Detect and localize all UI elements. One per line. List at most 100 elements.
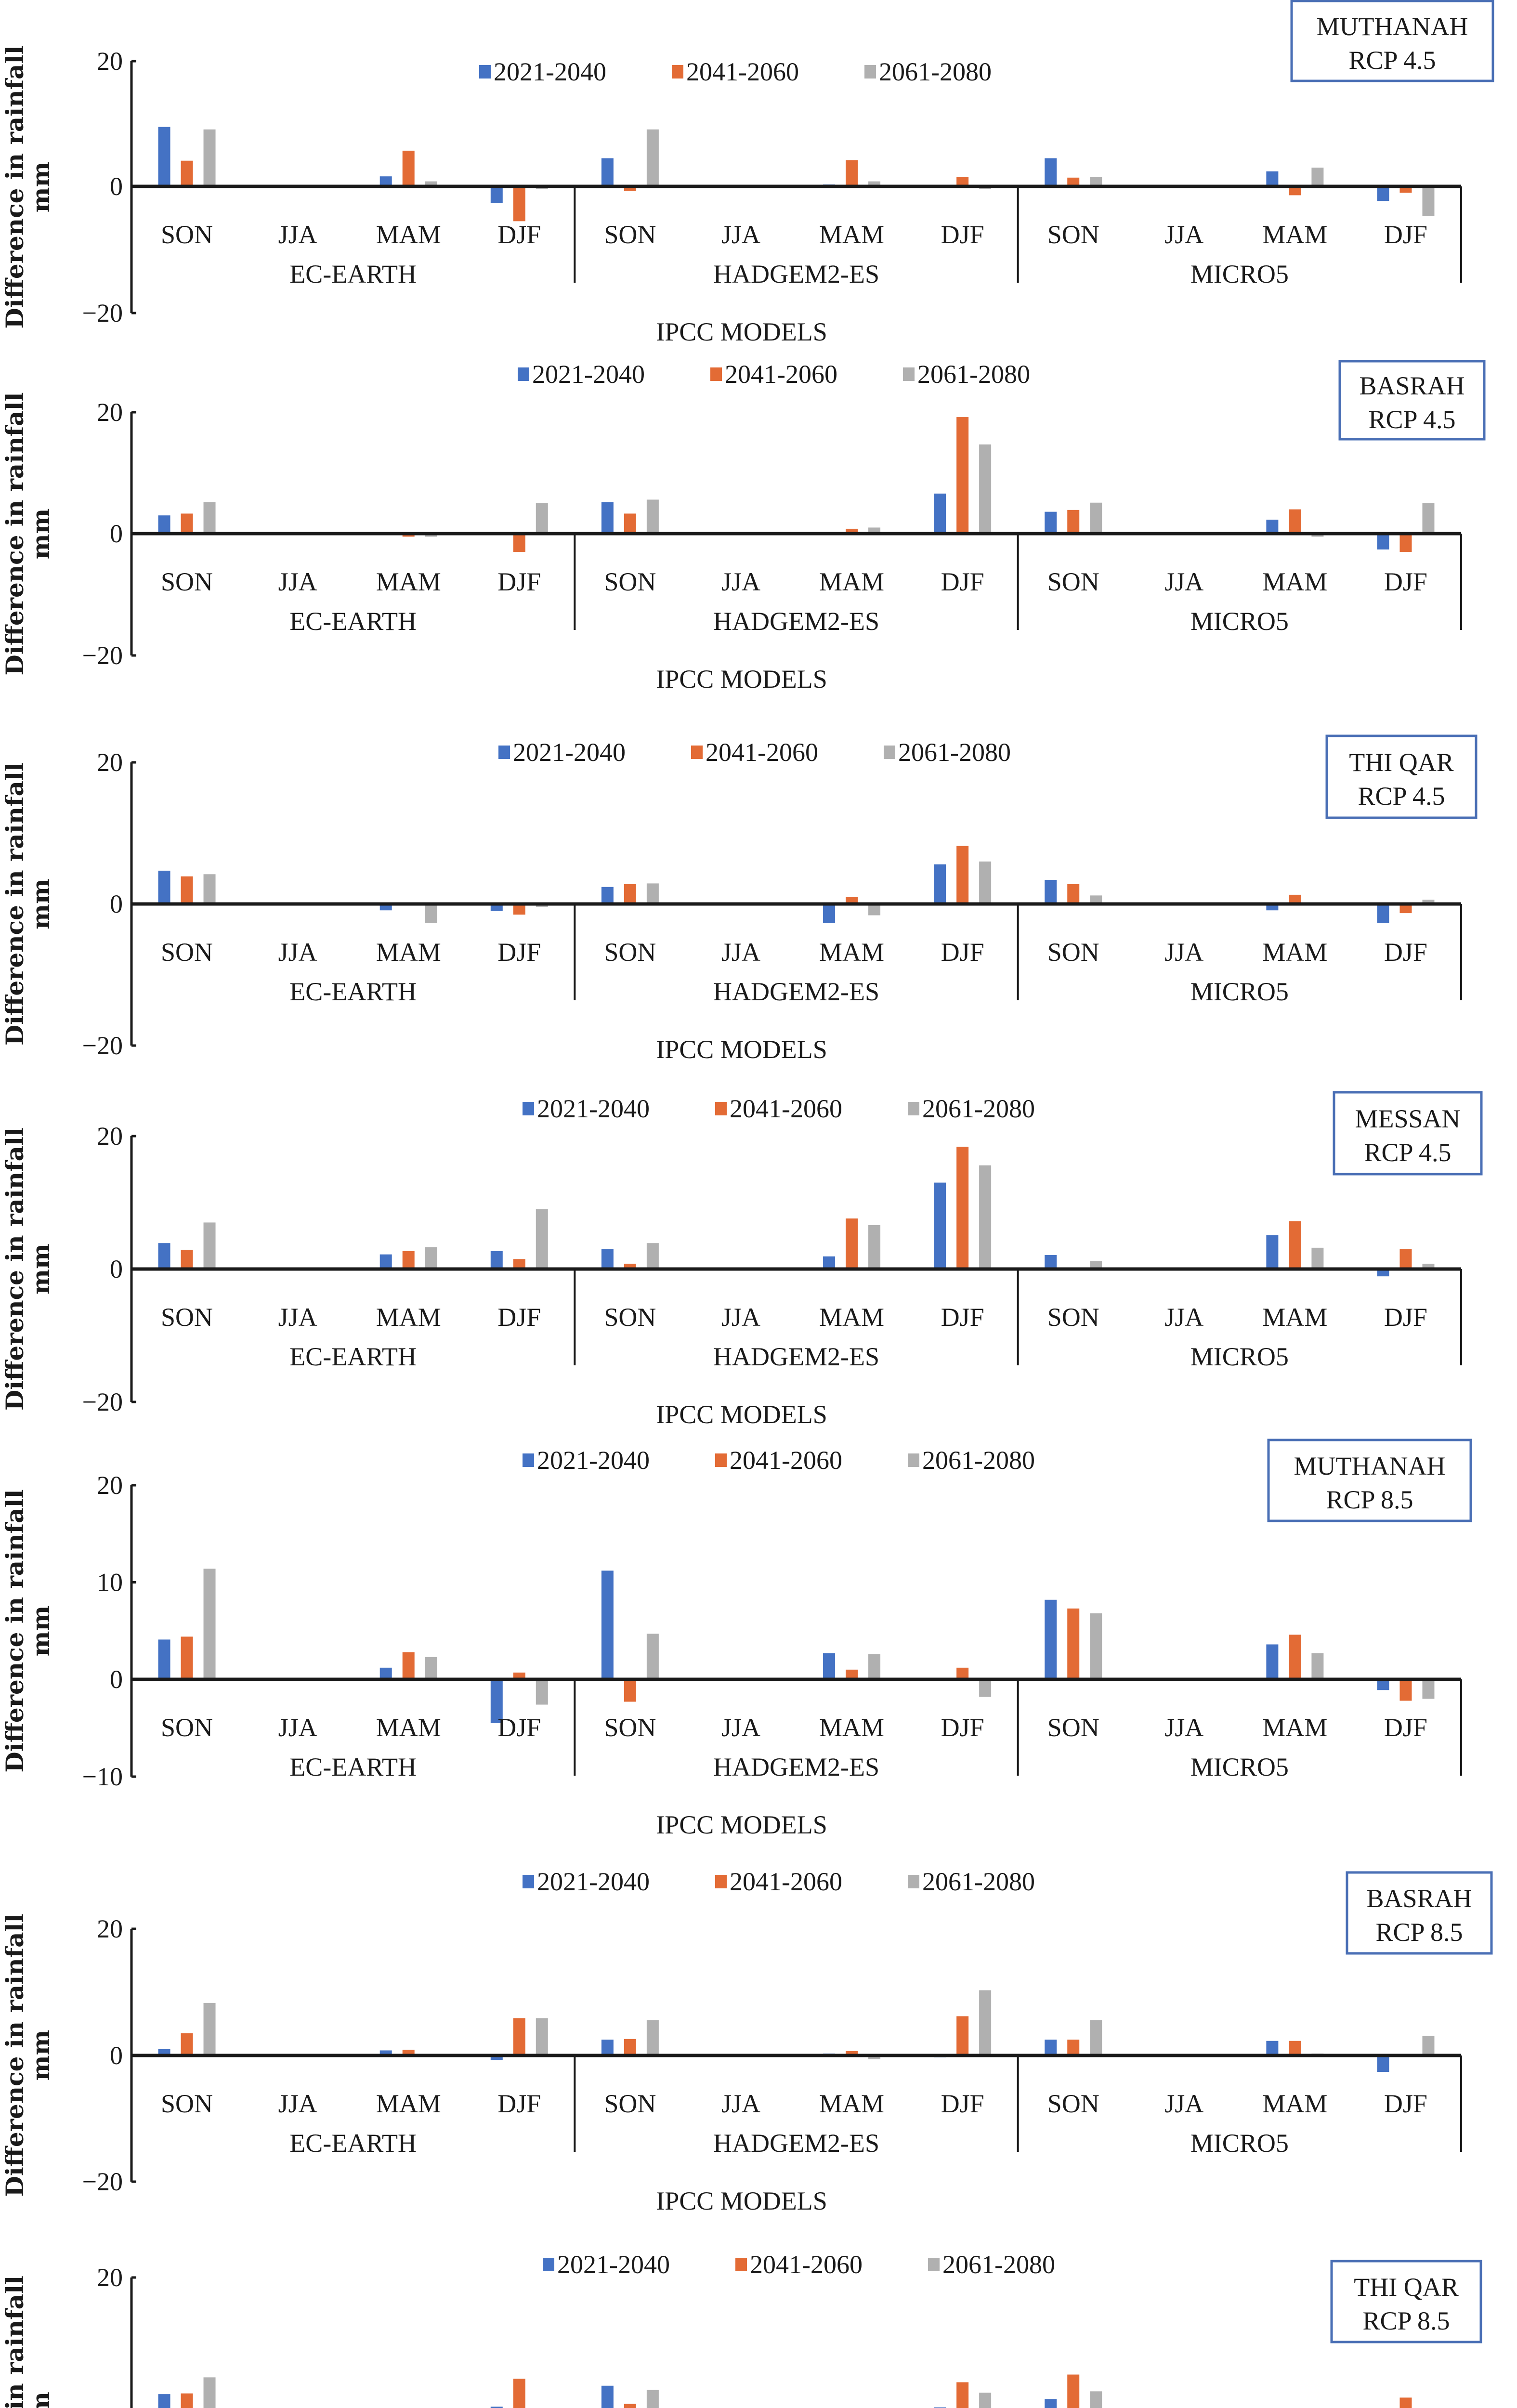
bar-ec-earth-mam-2061-2080: [425, 1657, 437, 1679]
bar-hadgem2-es-son-2021-2040: [601, 502, 614, 534]
bar-hadgem2-es-son-2021-2040: [601, 1249, 614, 1269]
model-label: HADGEM2-ES: [713, 1342, 879, 1371]
y-tick-label: 0: [110, 519, 123, 548]
bar-ec-earth-son-2061-2080: [203, 2002, 216, 2055]
legend: 2021-2040 2041-2060 2061-2080: [518, 360, 1030, 389]
bar-ec-earth-djf-2061-2080: [536, 1209, 548, 1269]
legend: 2021-2040 2041-2060 2061-2080: [498, 738, 1011, 767]
season-label: SON: [161, 567, 213, 596]
bar-micro5-son-2061-2080: [1090, 895, 1102, 904]
bar-micro5-son-2021-2040: [1045, 2040, 1057, 2055]
bar-hadgem2-es-djf-2061-2080: [979, 1165, 992, 1269]
scenario-label: RCP 4.5: [1358, 782, 1445, 811]
bar-ec-earth-djf-2061-2080: [536, 503, 548, 534]
bar-micro5-mam-2041-2060: [1289, 186, 1301, 196]
bar-ec-earth-djf-2021-2040: [490, 2055, 503, 2060]
season-label: SON: [161, 938, 213, 967]
scenario-label: RCP 4.5: [1348, 46, 1436, 75]
season-label: MAM: [1262, 567, 1327, 596]
season-label: SON: [161, 2089, 213, 2118]
season-label: MAM: [376, 2089, 441, 2118]
bar-ec-earth-son-2061-2080: [203, 502, 216, 534]
y-axis-title-line-2: mm: [26, 162, 55, 213]
season-label: DJF: [941, 220, 984, 249]
season-label: MAM: [376, 938, 441, 967]
bar-micro5-son-2021-2040: [1045, 880, 1057, 904]
y-tick-label: −20: [82, 1031, 123, 1060]
bar-micro5-djf-2041-2060: [1399, 1249, 1412, 1269]
region-name: MUTHANAH: [1317, 12, 1468, 41]
y-tick-label: 0: [110, 2403, 123, 2408]
bar-hadgem2-es-djf-2061-2080: [979, 1990, 992, 2055]
y-tick-label: −20: [82, 2167, 123, 2196]
bar-hadgem2-es-son-2021-2040: [601, 2385, 614, 2408]
season-label: DJF: [497, 220, 541, 249]
legend-swatch: [479, 65, 491, 79]
scenario-label: RCP 4.5: [1364, 1138, 1451, 1167]
legend: 2021-2040 2041-2060 2061-2080: [543, 2250, 1055, 2279]
legend: 2021-2040 2041-2060 2061-2080: [523, 1094, 1035, 1123]
bar-hadgem2-es-son-2061-2080: [646, 1634, 659, 1679]
bar-micro5-djf-2021-2040: [1377, 2055, 1389, 2072]
bar-micro5-djf-2041-2060: [1399, 1679, 1412, 1701]
bar-hadgem2-es-son-2061-2080: [646, 499, 659, 534]
legend-label: 2021-2040: [494, 57, 606, 86]
bar-ec-earth-djf-2021-2040: [490, 904, 503, 911]
bar-hadgem2-es-son-2041-2060: [624, 186, 636, 191]
y-tick-label: 0: [110, 1665, 123, 1694]
bar-hadgem2-es-djf-2021-2040: [934, 864, 946, 904]
season-label: SON: [1047, 938, 1099, 967]
bar-ec-earth-son-2021-2040: [158, 1639, 170, 1679]
bar-ec-earth-djf-2061-2080: [536, 1679, 548, 1705]
bar-micro5-son-2021-2040: [1045, 2399, 1057, 2408]
chart-panel-7: Difference in rainfallmm−20020SONJJAMAMD…: [0, 2225, 1517, 2408]
y-tick-label: 0: [110, 890, 123, 918]
season-label: MAM: [376, 1713, 441, 1742]
bar-hadgem2-es-son-2041-2060: [624, 1679, 636, 1702]
bar-ec-earth-mam-2021-2040: [379, 1667, 392, 1679]
bar-hadgem2-es-mam-2041-2060: [846, 897, 858, 904]
legend-swatch: [691, 746, 703, 759]
y-tick-label: 20: [97, 47, 123, 76]
season-label: SON: [1047, 2089, 1099, 2118]
y-tick-label: 20: [97, 1122, 123, 1151]
bar-hadgem2-es-son-2021-2040: [601, 887, 614, 904]
bar-micro5-mam-2021-2040: [1266, 171, 1279, 186]
bar-micro5-mam-2061-2080: [1311, 168, 1324, 186]
bar-micro5-mam-2041-2060: [1289, 2041, 1301, 2055]
bar-ec-earth-djf-2021-2040: [490, 2407, 503, 2408]
bar-micro5-mam-2061-2080: [1311, 1247, 1324, 1269]
bar-hadgem2-es-djf-2041-2060: [956, 846, 969, 904]
y-tick-label: 10: [97, 1568, 123, 1597]
legend-label: 2041-2060: [750, 2250, 863, 2279]
season-label: MAM: [819, 567, 884, 596]
bar-micro5-son-2061-2080: [1090, 177, 1102, 186]
season-label: DJF: [941, 567, 984, 596]
bar-ec-earth-mam-2021-2040: [379, 2050, 392, 2055]
legend-label: 2061-2080: [898, 738, 1011, 767]
y-tick-label: 20: [97, 2263, 123, 2292]
region-box: [1338, 360, 1486, 441]
season-label: JJA: [721, 938, 760, 967]
bar-hadgem2-es-son-2021-2040: [601, 2040, 614, 2055]
legend-swatch: [715, 1875, 727, 1888]
legend-swatch: [523, 1102, 534, 1115]
season-label: SON: [604, 2089, 656, 2118]
region-box: [1346, 1871, 1493, 1955]
model-label: HADGEM2-ES: [713, 260, 879, 288]
region-name: BASRAH: [1359, 371, 1465, 400]
y-tick-label: 20: [97, 398, 123, 427]
bar-ec-earth-son-2021-2040: [158, 1243, 170, 1269]
x-axis-title: IPCC MODELS: [656, 665, 827, 694]
bar-hadgem2-es-djf-2041-2060: [956, 2382, 969, 2408]
season-label: MAM: [1262, 1713, 1327, 1742]
season-label: MAM: [819, 1303, 884, 1332]
model-label: MICRO5: [1190, 977, 1289, 1006]
region-box: [1325, 734, 1478, 819]
season-label: DJF: [497, 567, 541, 596]
legend-label: 2041-2060: [686, 57, 799, 86]
season-label: DJF: [1384, 2089, 1427, 2118]
legend: 2021-2040 2041-2060 2061-2080: [479, 57, 992, 86]
season-label: DJF: [497, 1713, 541, 1742]
